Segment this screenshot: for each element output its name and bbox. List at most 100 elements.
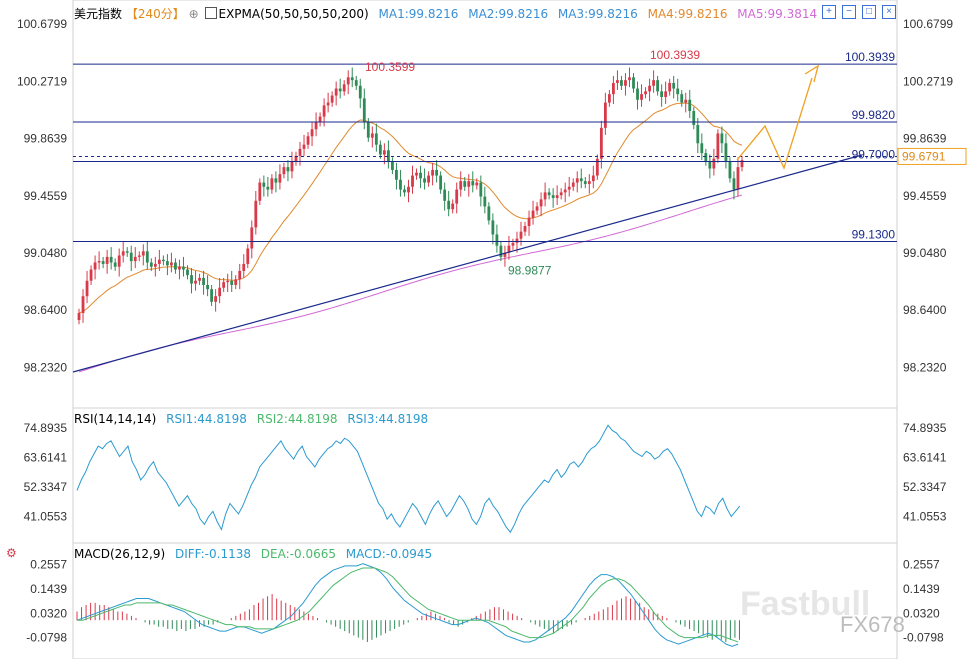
candle (157, 259, 161, 264)
period-label: 240分 (137, 7, 173, 21)
diff-line (76, 563, 739, 647)
candle (712, 158, 716, 169)
candle (101, 261, 105, 264)
candle (728, 161, 732, 179)
candle (153, 263, 157, 267)
settings-icon[interactable]: ⊕ (188, 7, 199, 21)
zoom-in-icon[interactable]: + (822, 5, 836, 19)
rsi-legend: RSI1:44.8198 RSI2:44.8198 RSI3:44.8198 (160, 412, 428, 426)
candle (451, 203, 455, 210)
plot-border (72, 0, 898, 659)
candle (644, 91, 647, 95)
candle (238, 270, 242, 280)
candle (447, 200, 451, 210)
candle (620, 80, 623, 86)
candle (133, 256, 137, 262)
candle (210, 289, 214, 302)
candle (182, 266, 185, 270)
y-tick-right: 100.6799 (903, 17, 953, 31)
candle (511, 242, 515, 246)
candle (575, 178, 579, 183)
candle (579, 178, 583, 182)
level-label: 100.3939 (845, 50, 895, 64)
candle (515, 238, 519, 243)
candle (161, 259, 165, 262)
rsi-y-tick-left: 63.6141 (24, 451, 68, 465)
maximize-icon[interactable]: □ (862, 5, 876, 19)
candle (186, 269, 189, 276)
y-tick-left: 99.4559 (24, 189, 68, 203)
price-pane[interactable]: 100.6799 100.6799 100.2719 100.2719 99.8639 9… (17, 17, 967, 374)
candle (242, 263, 246, 271)
candle (652, 80, 655, 86)
candle (628, 77, 631, 81)
macd-y-tick-left: 0.1439 (30, 582, 67, 596)
close-icon[interactable]: × (882, 5, 896, 19)
macd-settings-icon[interactable]: ⚙ (6, 546, 17, 560)
candle (736, 167, 740, 190)
candle (583, 181, 587, 184)
rsi-line (76, 424, 741, 534)
rsi-legend-item: RSI3:44.8198 (347, 412, 429, 426)
ma-legend: MA1:99.8216 MA2:99.8216 MA3:99.8216 MA4:… (373, 7, 818, 21)
candle (455, 189, 459, 204)
candle (342, 84, 346, 92)
candle (302, 144, 306, 149)
candle (117, 255, 121, 267)
candle (125, 251, 129, 253)
indicator-toggle-icon[interactable] (204, 7, 217, 19)
macd-pane[interactable]: 0.2557 0.2557 0.1439 0.1439 0.0320 0.0320 -0.0… (26, 558, 944, 647)
ma-legend-item: MA2:99.8216 (468, 7, 552, 21)
candle (607, 94, 611, 103)
rsi-y-tick-right: 52.3347 (903, 480, 947, 494)
period-selector[interactable]: 【240分】 (125, 7, 185, 21)
candle (487, 206, 491, 221)
y-tick-right: 99.8639 (903, 132, 947, 146)
candle (178, 266, 181, 270)
rsi-legend-item: RSI2:44.8198 (256, 412, 342, 426)
rsi-y-tick-right: 63.6141 (903, 451, 947, 465)
candle (640, 94, 643, 100)
rsi-pane[interactable]: 74.8935 74.8935 63.6141 63.6141 52.3347 52.33… (24, 421, 947, 534)
candle (310, 129, 314, 137)
candle (571, 182, 575, 187)
macd-legend: DIFF:-0.1138 DEA:-0.0665 MACD:-0.0945 (169, 547, 432, 561)
candle (137, 255, 141, 257)
zoom-out-icon[interactable]: − (842, 5, 856, 19)
candle (499, 245, 503, 257)
candle (274, 178, 278, 183)
y-tick-left: 100.6799 (17, 17, 67, 31)
candle (696, 125, 700, 144)
candle (346, 77, 350, 85)
candle (483, 196, 487, 207)
macd-y-tick-left: -0.0798 (26, 631, 67, 645)
candle (555, 195, 559, 198)
projection-arrow (804, 64, 820, 83)
rsi-name: RSI(14,14,14) (74, 412, 157, 426)
candle (218, 287, 222, 297)
candle (290, 161, 294, 172)
candle (680, 94, 684, 103)
rsi-y-tick-right: 74.8935 (903, 421, 947, 435)
candle (459, 181, 463, 190)
candle (463, 181, 467, 187)
candle (676, 88, 680, 95)
candle (322, 105, 326, 117)
ma-legend-item: MA3:99.8216 (557, 7, 642, 21)
candle (266, 186, 270, 190)
candle (382, 150, 386, 155)
candle (732, 178, 736, 190)
candle (427, 175, 430, 183)
candle (624, 80, 627, 86)
overlay-name: EXPMA(50,50,50,50,200) (218, 7, 369, 21)
candle (660, 91, 664, 97)
candle (234, 279, 238, 285)
candle (636, 88, 639, 100)
candle (374, 133, 378, 145)
candle (431, 169, 435, 176)
candle (724, 143, 728, 162)
rsi-legend-item: RSI1:44.8198 (166, 412, 251, 426)
candle (543, 192, 547, 200)
candle (720, 133, 724, 144)
